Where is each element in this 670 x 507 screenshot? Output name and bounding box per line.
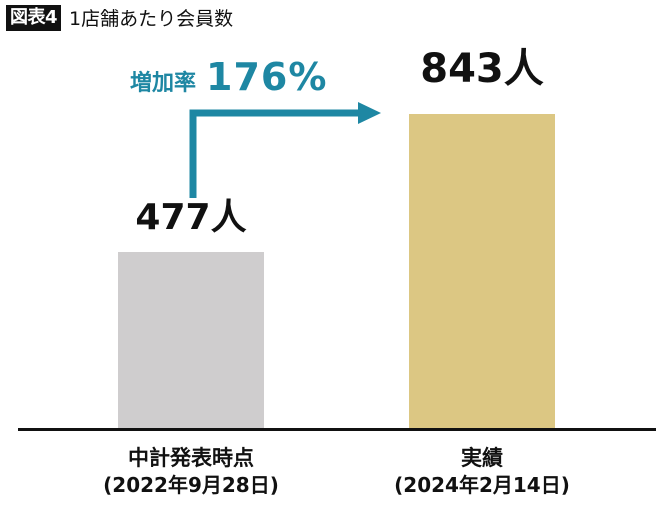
category-date: (2022年9月28日)	[103, 473, 279, 497]
growth-label: 増加率	[130, 71, 197, 96]
bar-value-label-2: 843人	[420, 46, 544, 92]
growth-value: 176%	[206, 55, 328, 99]
bar-value-label-1: 477人	[135, 197, 247, 238]
growth-annotation: 増加率 176%	[130, 55, 327, 99]
category-label-1: 中計発表時点 (2022年9月28日)	[61, 444, 321, 498]
x-axis-line	[18, 428, 656, 431]
bar-actual	[409, 114, 555, 428]
figure-badge: 図表4	[6, 4, 62, 31]
category-label-2: 実績 (2024年2月14日)	[352, 444, 612, 498]
category-date: (2024年2月14日)	[394, 473, 570, 497]
bar-midterm-plan	[118, 252, 264, 428]
figure-header: 図表4 1店舗あたり会員数	[6, 4, 233, 31]
chart-title: 1店舗あたり会員数	[69, 8, 234, 30]
category-name: 中計発表時点	[128, 446, 254, 470]
category-name: 実績	[461, 446, 503, 470]
